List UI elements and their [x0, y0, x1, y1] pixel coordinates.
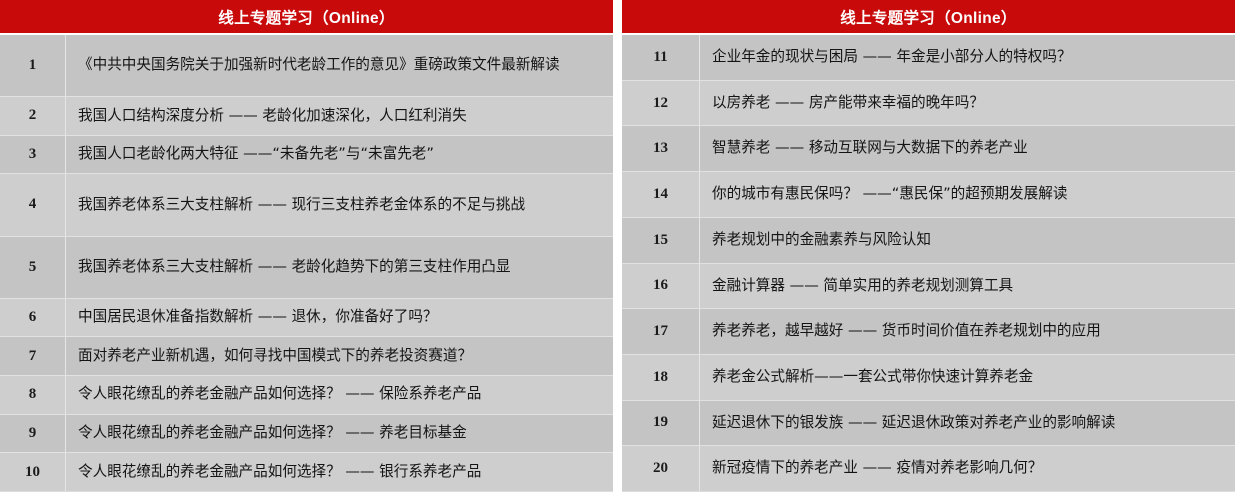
row-number: 6	[0, 298, 66, 337]
row-number: 3	[0, 135, 66, 174]
table-header-left: 线上专题学习（Online）	[0, 0, 613, 35]
table-row[interactable]: 14 你的城市有惠民保吗？ ——“惠民保”的超预期发展解读	[622, 172, 1235, 218]
row-number: 15	[622, 217, 700, 263]
row-title: 令人眼花缭乱的养老金融产品如何选择？ —— 银行系养老产品	[78, 462, 482, 480]
table-header-right: 线上专题学习（Online）	[622, 0, 1235, 35]
row-number: 17	[622, 309, 700, 354]
table-row[interactable]: 2 我国人口结构深度分析 —— 老龄化加速深化，人口红利消失	[0, 97, 613, 136]
row-title: 面对养老产业新机遇，如何寻找中国模式下的养老投资赛道？	[78, 346, 473, 364]
row-title: 令人眼花缭乱的养老金融产品如何选择？ —— 养老目标基金	[78, 424, 467, 442]
row-title: 养老养老，越早越好 —— 货币时间价值在养老规划中的应用	[712, 322, 1101, 340]
row-title: 以房养老 —— 房产能带来幸福的晚年吗？	[712, 93, 984, 111]
row-title: 你的城市有惠民保吗？ ——“惠民保”的超预期发展解读	[712, 185, 1068, 203]
table-row[interactable]: 10 令人眼花缭乱的养老金融产品如何选择？ —— 银行系养老产品	[0, 453, 613, 492]
table-row[interactable]: 13 智慧养老 —— 移动互联网与大数据下的养老产业	[622, 126, 1235, 173]
row-title: 令人眼花缭乱的养老金融产品如何选择？ —— 保险系养老产品	[78, 385, 482, 403]
table-row[interactable]: 6 中国居民退休准备指数解析 —— 退休，你准备好了吗？	[0, 298, 613, 338]
table-row[interactable]: 8 令人眼花缭乱的养老金融产品如何选择？ —— 保险系养老产品	[0, 375, 613, 415]
row-number: 1	[0, 35, 66, 97]
row-title: 智慧养老 —— 移动互联网与大数据下的养老产业	[712, 139, 1028, 157]
row-number: 13	[622, 126, 700, 172]
table-row[interactable]: 7 面对养老产业新机遇，如何寻找中国模式下的养老投资赛道？	[0, 337, 613, 376]
table-row[interactable]: 11 企业年金的现状与困局 —— 年金是小部分人的特权吗？	[622, 35, 1235, 81]
table-row[interactable]: 9 令人眼花缭乱的养老金融产品如何选择？ —— 养老目标基金	[0, 414, 613, 454]
course-table-right: 线上专题学习（Online） 11 企业年金的现状与困局 —— 年金是小部分人的…	[622, 0, 1235, 492]
row-number: 11	[622, 35, 700, 80]
table-row[interactable]: 5 我国养老体系三大支柱解析 —— 老龄化趋势下的第三支柱作用凸显	[0, 236, 613, 299]
table-rows-left: 1 《中共中央国务院关于加强新时代老龄工作的意见》重磅政策文件最新解读 2 我国…	[0, 35, 613, 492]
table-row[interactable]: 17 养老养老，越早越好 —— 货币时间价值在养老规划中的应用	[622, 309, 1235, 355]
row-title: 中国居民退休准备指数解析 —— 退休，你准备好了吗？	[78, 308, 438, 326]
row-number: 8	[0, 375, 66, 414]
row-number: 18	[622, 354, 700, 400]
course-table-left: 线上专题学习（Online） 1 《中共中央国务院关于加强新时代老龄工作的意见》…	[0, 0, 613, 492]
row-title: 我国养老体系三大支柱解析 —— 现行三支柱养老金体系的不足与挑战	[78, 195, 526, 213]
row-number: 7	[0, 337, 66, 375]
row-number: 2	[0, 97, 66, 135]
row-number: 20	[622, 446, 700, 492]
table-row[interactable]: 16 金融计算器 —— 简单实用的养老规划测算工具	[622, 263, 1235, 310]
row-number: 10	[0, 453, 66, 491]
row-number: 19	[622, 400, 700, 446]
row-title: 企业年金的现状与困局 —— 年金是小部分人的特权吗？	[712, 47, 1072, 65]
table-rows-right: 11 企业年金的现状与困局 —— 年金是小部分人的特权吗？ 12 以房养老 ——…	[622, 35, 1235, 492]
row-number: 12	[622, 80, 700, 126]
row-title: 新冠疫情下的养老产业 —— 疫情对养老影响几何？	[712, 459, 1043, 477]
row-number: 16	[622, 263, 700, 309]
table-row[interactable]: 15 养老规划中的金融素养与风险认知	[622, 217, 1235, 264]
row-number: 5	[0, 236, 66, 298]
row-title: 延迟退休下的银发族 —— 延迟退休政策对养老产业的影响解读	[712, 413, 1116, 431]
table-row[interactable]: 20 新冠疫情下的养老产业 —— 疫情对养老影响几何？	[622, 446, 1235, 492]
row-title: 我国人口结构深度分析 —— 老龄化加速深化，人口红利消失	[78, 106, 467, 124]
table-row[interactable]: 1 《中共中央国务院关于加强新时代老龄工作的意见》重磅政策文件最新解读	[0, 35, 613, 98]
row-title: 我国人口老龄化两大特征 ——“未备先老”与“未富先老”	[78, 145, 434, 163]
row-title: 养老规划中的金融素养与风险认知	[712, 230, 931, 248]
row-number: 14	[622, 172, 700, 217]
row-title: 《中共中央国务院关于加强新时代老龄工作的意见》重磅政策文件最新解读	[78, 56, 560, 74]
table-row[interactable]: 18 养老金公式解析——一套公式带你快速计算养老金	[622, 354, 1235, 401]
row-title: 养老金公式解析——一套公式带你快速计算养老金	[712, 367, 1034, 385]
table-row[interactable]: 12 以房养老 —— 房产能带来幸福的晚年吗？	[622, 80, 1235, 127]
row-title: 金融计算器 —— 简单实用的养老规划测算工具	[712, 276, 1014, 294]
row-number: 4	[0, 174, 66, 236]
table-row[interactable]: 4 我国养老体系三大支柱解析 —— 现行三支柱养老金体系的不足与挑战	[0, 174, 613, 237]
table-row[interactable]: 19 延迟退休下的银发族 —— 延迟退休政策对养老产业的影响解读	[622, 400, 1235, 447]
table-row[interactable]: 3 我国人口老龄化两大特征 ——“未备先老”与“未富先老”	[0, 135, 613, 175]
row-number: 9	[0, 414, 66, 453]
row-title: 我国养老体系三大支柱解析 —— 老龄化趋势下的第三支柱作用凸显	[78, 257, 511, 275]
